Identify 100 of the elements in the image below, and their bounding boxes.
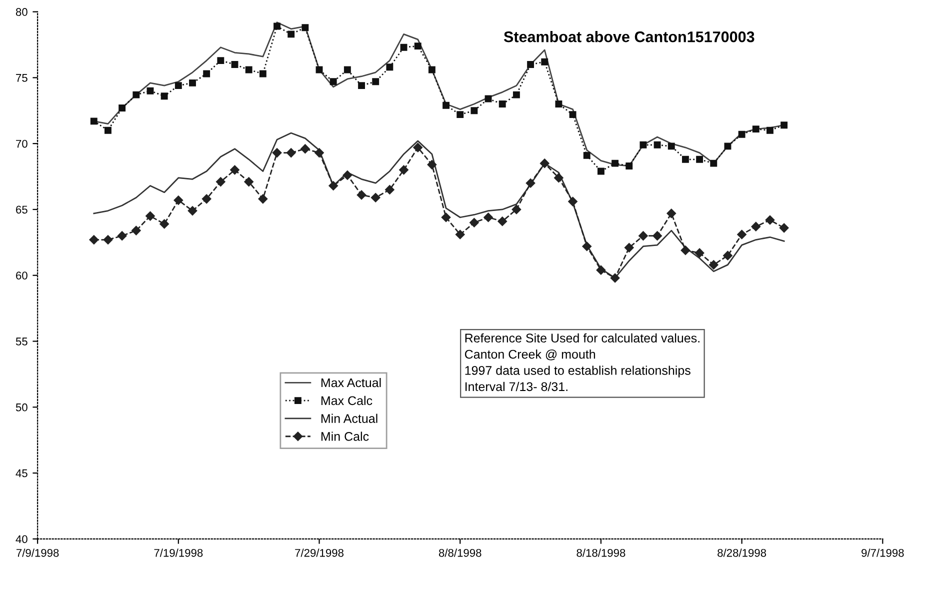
point [568,196,578,206]
point [442,102,450,109]
point [779,223,789,233]
point [582,242,592,251]
point [696,156,704,163]
legend-label: Min Actual [321,414,378,423]
point [555,100,562,108]
point [780,122,788,129]
y-tick-label: 55 [16,338,28,346]
x-tick-label: 8/18/1998 [576,548,626,557]
point [626,162,633,170]
point [160,92,168,100]
point [104,126,112,134]
point [202,194,212,204]
point [470,218,479,228]
point [512,91,520,98]
point [89,235,99,244]
point [189,79,196,86]
point [512,204,522,214]
point [385,185,394,194]
point [752,126,760,133]
point [498,100,506,108]
point [259,70,266,78]
legend-label: Max Actual [321,378,381,388]
point [386,64,394,71]
point [328,181,338,190]
point [216,177,226,186]
x-tick-label: 7/19/1998 [154,548,203,557]
point [765,215,775,225]
point [274,22,280,30]
point [441,212,451,222]
point [258,194,268,204]
point [638,231,648,240]
point [272,148,282,158]
point [766,126,774,134]
point [399,165,408,175]
point [668,142,675,150]
point [302,24,309,32]
y-tick-label: 75 [16,74,28,82]
point [286,148,296,158]
point [709,260,718,270]
point [583,152,590,159]
point [314,148,324,158]
point [484,212,493,222]
point [117,231,127,240]
point [146,211,155,221]
point [540,158,550,168]
point [370,192,380,202]
point [737,230,746,240]
y-tick-label: 50 [16,403,28,412]
y-tick-label: 45 [16,469,28,478]
point [414,42,422,50]
point [90,118,98,125]
point [372,78,380,86]
point [132,91,140,98]
x-tick-label: 8/8/1998 [438,548,482,557]
y-tick-label: 65 [16,206,28,214]
point [132,226,141,236]
point [751,222,761,232]
point [160,219,169,229]
point [652,231,662,240]
point [300,144,310,154]
point [470,107,478,114]
point [288,30,295,38]
point [569,111,576,118]
x-tick-label: 9/7/1998 [862,548,904,557]
point [217,57,224,64]
x-tick-label: 8/28/1998 [718,548,766,557]
point [427,160,437,170]
point [694,248,704,258]
legend-label: Max Calc [321,396,372,406]
x-tick-label: 7/9/1998 [16,548,59,557]
y-tick-label: 80 [16,8,28,16]
point [356,190,366,200]
point [342,170,352,180]
point [541,58,548,66]
point [358,82,365,90]
point [554,173,564,182]
y-tick-label: 60 [16,272,28,280]
y-tick-label: 70 [16,140,28,148]
point [666,208,676,218]
point [118,104,126,112]
point [455,230,465,240]
point [596,265,606,275]
point [724,142,732,150]
annotation: Reference Site Used for calculated values. Canton Creek @ mouth 1997 data used to establish relationships Interval 7/13- 8/31. [464,333,700,392]
point [174,196,184,205]
point [413,142,422,152]
point [316,66,323,74]
point [612,160,619,167]
y-tick-label: 40 [16,535,28,544]
point [640,141,647,148]
point [654,141,661,148]
point [710,160,718,167]
point [244,177,254,186]
point [103,235,113,244]
point [230,165,240,175]
point [624,243,634,252]
point [203,70,210,78]
point [610,273,620,283]
